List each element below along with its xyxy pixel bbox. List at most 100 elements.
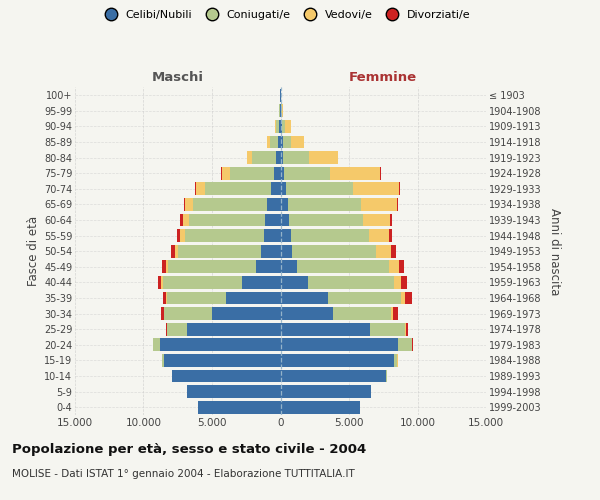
Bar xyxy=(178,245,262,258)
Text: Popolazione per età, sesso e stato civile - 2004: Popolazione per età, sesso e stato civil… xyxy=(12,442,366,456)
Bar xyxy=(275,120,276,133)
Bar xyxy=(164,354,281,367)
Bar xyxy=(178,230,180,242)
Bar xyxy=(268,136,270,148)
Bar xyxy=(162,354,164,367)
Bar xyxy=(291,230,369,242)
Bar xyxy=(297,260,389,273)
Bar xyxy=(281,338,398,351)
Bar xyxy=(166,323,167,336)
Bar xyxy=(187,385,281,398)
Bar xyxy=(172,245,175,258)
Bar xyxy=(267,198,281,211)
Bar xyxy=(281,120,286,133)
Bar xyxy=(281,167,284,179)
Bar xyxy=(185,230,264,242)
Bar xyxy=(405,292,412,304)
Bar xyxy=(265,214,281,226)
Bar xyxy=(158,276,161,289)
Bar xyxy=(278,136,281,148)
Bar xyxy=(166,292,167,304)
Bar xyxy=(161,276,163,289)
Bar xyxy=(283,152,309,164)
Bar xyxy=(153,338,160,351)
Bar xyxy=(286,120,291,133)
Bar xyxy=(281,152,283,164)
Bar xyxy=(181,214,182,226)
Y-axis label: Fasce di età: Fasce di età xyxy=(26,216,40,286)
Text: Maschi: Maschi xyxy=(152,70,204,84)
Bar xyxy=(264,230,281,242)
Bar xyxy=(242,276,281,289)
Bar xyxy=(391,245,396,258)
Bar xyxy=(394,276,401,289)
Bar xyxy=(281,354,394,367)
Y-axis label: Anni di nascita: Anni di nascita xyxy=(548,208,562,295)
Bar xyxy=(386,370,387,382)
Bar xyxy=(256,260,281,273)
Bar xyxy=(398,338,412,351)
Bar xyxy=(162,260,166,273)
Bar xyxy=(281,245,292,258)
Bar xyxy=(280,120,281,133)
Bar xyxy=(281,401,360,413)
Bar xyxy=(394,307,398,320)
Bar xyxy=(230,167,274,179)
Bar xyxy=(281,230,291,242)
Bar xyxy=(252,152,277,164)
Bar xyxy=(401,292,405,304)
Bar xyxy=(281,182,286,196)
Bar xyxy=(286,182,353,196)
Bar xyxy=(283,136,292,148)
Bar xyxy=(332,307,391,320)
Bar xyxy=(185,198,193,211)
Bar xyxy=(281,385,371,398)
Bar xyxy=(397,198,398,211)
Bar xyxy=(391,307,394,320)
Bar xyxy=(370,323,405,336)
Bar xyxy=(271,182,281,196)
Bar xyxy=(161,307,164,320)
Bar xyxy=(389,230,392,242)
Bar xyxy=(281,323,370,336)
Bar xyxy=(167,323,187,336)
Bar xyxy=(394,354,397,367)
Legend: Celibi/Nubili, Coniugati/e, Vedovi/e, Divorziati/e: Celibi/Nubili, Coniugati/e, Vedovi/e, Di… xyxy=(97,8,473,22)
Text: Femmine: Femmine xyxy=(349,70,418,84)
Bar xyxy=(276,120,280,133)
Bar xyxy=(361,198,397,211)
Bar xyxy=(329,167,380,179)
Bar xyxy=(328,292,401,304)
Bar xyxy=(226,292,281,304)
Bar xyxy=(270,136,278,148)
Bar xyxy=(353,182,400,196)
Bar xyxy=(195,182,196,196)
Bar xyxy=(187,323,281,336)
Bar xyxy=(247,152,252,164)
Bar xyxy=(175,245,178,258)
Bar xyxy=(401,276,407,289)
Bar xyxy=(205,182,271,196)
Bar xyxy=(160,338,281,351)
Bar xyxy=(212,307,281,320)
Bar xyxy=(292,245,376,258)
Bar xyxy=(369,230,389,242)
Bar xyxy=(281,260,297,273)
Bar xyxy=(182,214,189,226)
Bar xyxy=(168,260,256,273)
Bar xyxy=(163,292,166,304)
Bar xyxy=(221,167,230,179)
Bar xyxy=(281,292,328,304)
Bar xyxy=(277,152,281,164)
Bar xyxy=(289,214,364,226)
Bar xyxy=(412,338,413,351)
Text: MOLISE - Dati ISTAT 1° gennaio 2004 - Elaborazione TUTTITALIA.IT: MOLISE - Dati ISTAT 1° gennaio 2004 - El… xyxy=(12,469,355,479)
Bar xyxy=(184,198,185,211)
Bar xyxy=(288,198,361,211)
Bar xyxy=(180,230,185,242)
Bar xyxy=(292,136,304,148)
Bar xyxy=(281,370,386,382)
Bar xyxy=(193,198,267,211)
Bar xyxy=(281,198,288,211)
Bar xyxy=(376,245,391,258)
